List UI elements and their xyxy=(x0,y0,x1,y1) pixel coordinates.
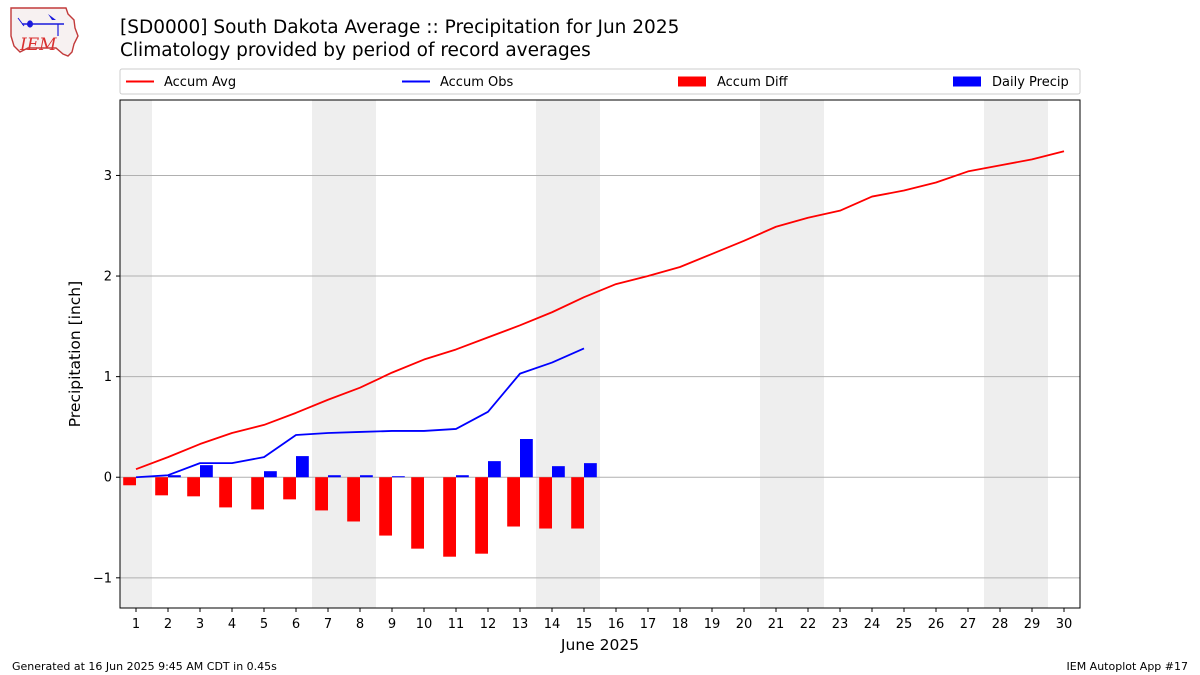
plot-frame xyxy=(119,99,1081,609)
x-tick-label: 25 xyxy=(896,617,913,632)
daily-precip-bar xyxy=(168,475,181,478)
x-tick-label: 17 xyxy=(640,617,657,632)
y-axis-label: Precipitation [inch] xyxy=(66,281,84,427)
iem-logo: IEM xyxy=(8,6,80,58)
legend-accum-avg-label: Accum Avg xyxy=(164,75,236,90)
x-tick-label: 12 xyxy=(480,617,497,632)
x-tick-label: 5 xyxy=(260,617,268,632)
x-tick-label: 19 xyxy=(704,617,721,632)
x-tick-label: 16 xyxy=(608,617,625,632)
x-tick-label: 13 xyxy=(512,617,529,632)
daily-precip-bar xyxy=(392,476,405,478)
legend-daily-precip-label: Daily Precip xyxy=(992,75,1069,90)
x-tick-label: 30 xyxy=(1056,617,1073,632)
x-tick-label: 23 xyxy=(832,617,849,632)
weekend-shading xyxy=(120,100,1048,608)
chart-subtitle: Climatology provided by period of record… xyxy=(120,40,591,61)
x-tick-label: 24 xyxy=(864,617,881,632)
legend-box xyxy=(119,68,1081,95)
x-tick-label: 4 xyxy=(228,617,236,632)
y-tick-label: 2 xyxy=(104,270,112,285)
daily-precip-bar xyxy=(264,471,277,478)
accum-diff-bar xyxy=(347,477,360,522)
accum-diff-bar xyxy=(507,477,520,527)
app-note: IEM Autoplot App #17 xyxy=(1066,660,1189,673)
daily-precip-bar xyxy=(328,475,341,478)
accum-diff-bar xyxy=(315,477,328,511)
x-tick-label: 18 xyxy=(672,617,689,632)
x-tick-label: 27 xyxy=(960,617,977,632)
accum-diff-bar xyxy=(123,477,136,486)
x-tick-label: 20 xyxy=(736,617,753,632)
daily-precip-bar xyxy=(296,456,309,478)
daily-precip-bar xyxy=(360,475,373,478)
accum-diff-bar xyxy=(283,477,296,500)
x-tick-label: 21 xyxy=(768,617,785,632)
x-axis-label: June 2025 xyxy=(560,636,639,654)
y-gridlines xyxy=(120,174,1080,579)
x-tick-label: 22 xyxy=(800,617,817,632)
daily-precip-bar xyxy=(200,465,213,478)
accum-diff-bar xyxy=(571,477,584,529)
daily-precip-bar xyxy=(552,466,565,478)
weekend-band xyxy=(984,100,1048,608)
daily-precip-bar xyxy=(584,463,597,478)
accum-diff-bar xyxy=(155,477,168,496)
lines xyxy=(135,150,1065,479)
daily-precip-bar xyxy=(488,461,501,478)
y-tick-label: 3 xyxy=(104,169,112,184)
x-tick-label: 28 xyxy=(992,617,1009,632)
x-tick-label: 2 xyxy=(164,617,172,632)
logo-text: IEM xyxy=(19,35,57,55)
accum-obs-line xyxy=(135,347,585,479)
accum-diff-bar xyxy=(187,477,200,497)
generated-note: Generated at 16 Jun 2025 9:45 AM CDT in … xyxy=(12,660,277,673)
bars xyxy=(123,439,597,557)
y-tick-label: 1 xyxy=(104,370,112,385)
x-tick-label: 6 xyxy=(292,617,300,632)
daily-precip-bar xyxy=(520,439,533,478)
accum-avg-line xyxy=(135,150,1065,471)
legend: Accum Avg Accum Obs Accum Diff Daily Precip xyxy=(119,68,1081,95)
weekend-band xyxy=(536,100,600,608)
x-tick-label: 8 xyxy=(356,617,364,632)
weekend-band xyxy=(312,100,376,608)
accum-diff-bar xyxy=(411,477,424,549)
x-tick-label: 9 xyxy=(388,617,396,632)
daily-precip-bar xyxy=(456,475,469,478)
x-tick-label: 14 xyxy=(544,617,561,632)
accum-diff-bar xyxy=(379,477,392,536)
accum-diff-bar xyxy=(443,477,456,557)
x-tick-label: 3 xyxy=(196,617,204,632)
x-tick-label: 1 xyxy=(132,617,140,632)
legend-accum-obs-label: Accum Obs xyxy=(440,75,513,90)
x-tick-label: 10 xyxy=(416,617,433,632)
x-tick-label: 15 xyxy=(576,617,593,632)
chart-title: [SD0000] South Dakota Average :: Precipi… xyxy=(120,17,680,38)
legend-accum-diff-swatch xyxy=(678,76,706,87)
weekend-band xyxy=(120,100,152,608)
legend-daily-precip-swatch xyxy=(953,76,981,87)
accum-diff-bar xyxy=(475,477,488,554)
y-tick-label: 0 xyxy=(104,471,112,486)
accum-diff-bar xyxy=(251,477,264,510)
x-tick-label: 11 xyxy=(448,617,465,632)
x-tick-label: 29 xyxy=(1024,617,1041,632)
x-tick-label: 7 xyxy=(324,617,332,632)
weekend-band xyxy=(760,100,824,608)
x-tick-label: 26 xyxy=(928,617,945,632)
accum-diff-bar xyxy=(219,477,232,508)
y-tick-label: −1 xyxy=(93,571,112,586)
legend-accum-diff-label: Accum Diff xyxy=(717,75,789,90)
accum-diff-bar xyxy=(539,477,552,529)
